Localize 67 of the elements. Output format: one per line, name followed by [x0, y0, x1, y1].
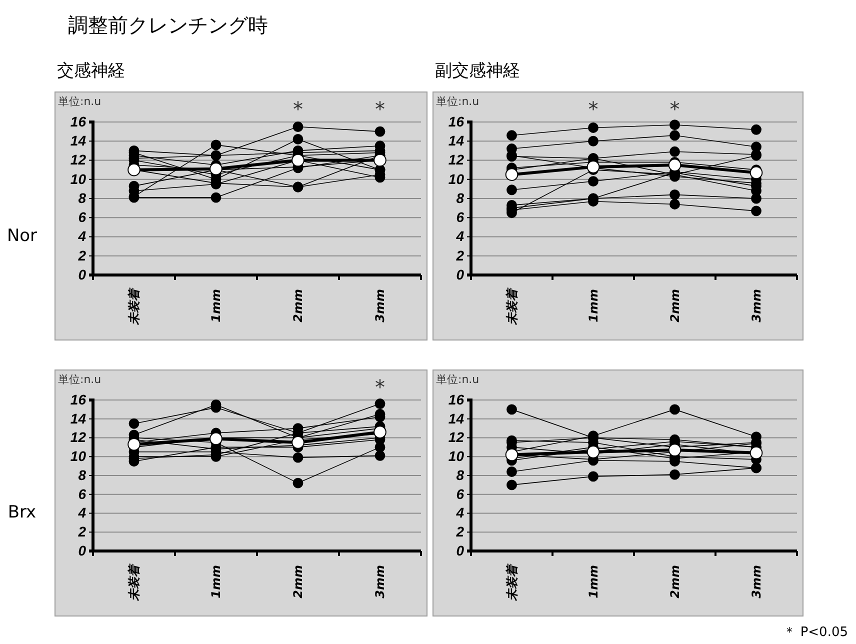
- y-tick-label: 10: [70, 448, 86, 464]
- y-tick-label: 16: [70, 113, 86, 130]
- y-tick-label: 4: [455, 504, 464, 521]
- text: 単位:n.u: [436, 95, 480, 108]
- y-tick-label: 4: [77, 504, 86, 521]
- y-tick-label: 10: [448, 448, 464, 464]
- x-tick-label: 1mm: [209, 289, 224, 322]
- y-tick-label: 2: [77, 524, 86, 540]
- y-tick-label: 8: [78, 466, 86, 483]
- x-tick-label: 未装着: [504, 563, 519, 602]
- y-tick-label: 14: [70, 410, 86, 426]
- y-tick-label: 6: [78, 209, 86, 226]
- y-tick-label: 8: [78, 190, 86, 206]
- x-tick-label: 未装着: [127, 563, 142, 602]
- x-tick-label: 2mm: [668, 565, 682, 598]
- y-tick-label: 14: [448, 132, 464, 149]
- y-tick-label: 14: [70, 132, 86, 149]
- y-tick-label: 4: [455, 228, 464, 244]
- text: 単位:n.u: [58, 95, 102, 108]
- x-tick-label: 2mm: [291, 565, 306, 598]
- x-tick-label: 1mm: [209, 565, 224, 598]
- chart-subtitle: 交感神経: [57, 61, 125, 81]
- y-tick-label: 16: [448, 391, 464, 408]
- x-tick-label: 未装着: [504, 287, 519, 326]
- chart-title: 調整前クレンチング時: [68, 13, 268, 37]
- y-tick-label: 8: [456, 190, 464, 206]
- y-tick-label: 12: [70, 429, 86, 446]
- y-tick-label: 12: [70, 152, 86, 168]
- text: ＊ P<0.05: [783, 625, 848, 640]
- text: *: [375, 375, 385, 399]
- text: 単位:n.u: [436, 373, 480, 386]
- y-tick-label: 0: [78, 266, 86, 282]
- y-tick-label: 16: [70, 391, 86, 408]
- y-tick-label: 0: [456, 266, 464, 282]
- y-tick-label: 2: [77, 247, 86, 264]
- x-tick-label: 3mm: [749, 565, 764, 598]
- text: *: [588, 97, 598, 121]
- y-tick-label: 6: [78, 486, 86, 502]
- y-tick-label: 10: [448, 170, 464, 187]
- y-tick-label: 2: [455, 247, 464, 264]
- y-tick-label: 14: [448, 410, 464, 426]
- y-axis-title: Brx: [8, 502, 36, 523]
- y-tick-label: 10: [70, 170, 86, 187]
- y-axis-title: Nor: [6, 226, 38, 246]
- text: 単位:n.u: [58, 373, 102, 386]
- x-tick-label: 3mm: [373, 289, 388, 322]
- y-tick-label: 2: [455, 524, 464, 540]
- y-tick-label: 6: [456, 486, 464, 502]
- y-tick-label: 16: [448, 113, 464, 130]
- y-tick-label: 12: [448, 152, 464, 168]
- x-tick-label: 3mm: [749, 289, 764, 322]
- x-tick-label: 2mm: [291, 289, 306, 322]
- y-tick-label: 6: [456, 209, 464, 226]
- text: *: [670, 97, 680, 121]
- x-tick-label: 1mm: [586, 289, 600, 322]
- x-tick-label: 3mm: [373, 565, 388, 598]
- y-tick-label: 12: [448, 429, 464, 446]
- x-tick-label: 1mm: [586, 565, 600, 598]
- text: *: [375, 97, 385, 121]
- x-tick-label: 未装着: [127, 287, 142, 326]
- y-tick-label: 8: [456, 466, 464, 483]
- y-tick-label: 4: [77, 228, 86, 244]
- x-tick-label: 2mm: [668, 289, 682, 322]
- chart-subtitle: 副交感神経: [435, 61, 520, 81]
- text: *: [293, 97, 303, 121]
- y-tick-label: 0: [456, 542, 464, 558]
- y-tick-label: 0: [78, 542, 86, 558]
